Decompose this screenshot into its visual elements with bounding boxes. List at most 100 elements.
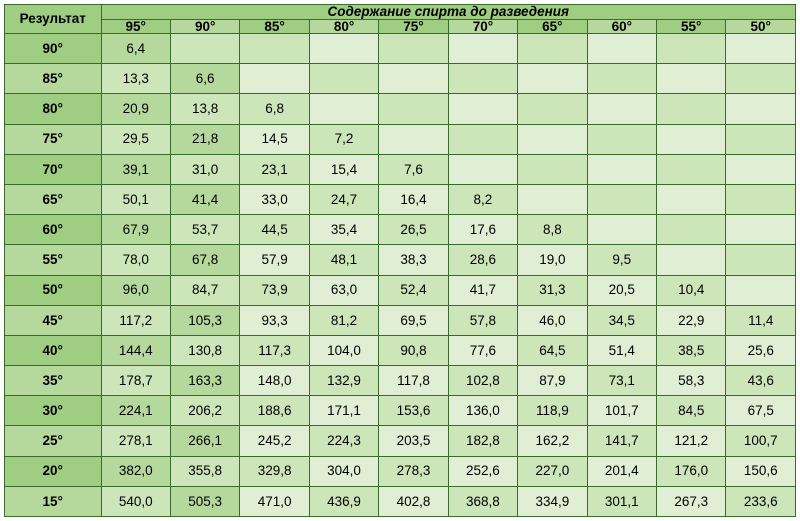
row-header: 70° [5, 154, 102, 184]
header-span-title: Содержание спирта до разведения [101, 5, 796, 20]
data-cell: 224,1 [101, 396, 170, 426]
data-cell: 355,8 [170, 456, 239, 486]
row-header: 80° [5, 94, 102, 124]
data-cell [587, 124, 656, 154]
data-cell: 23,1 [240, 154, 309, 184]
column-header: 65° [518, 19, 587, 34]
data-cell: 171,1 [309, 396, 378, 426]
data-cell [657, 215, 726, 245]
data-cell [448, 34, 517, 64]
data-cell: 436,9 [309, 486, 378, 516]
data-cell: 77,6 [448, 335, 517, 365]
data-cell [726, 124, 796, 154]
data-cell: 48,1 [309, 245, 378, 275]
row-header: 55° [5, 245, 102, 275]
table-row: 55°78,067,857,948,138,328,619,09,5 [5, 245, 796, 275]
row-header: 65° [5, 184, 102, 214]
data-cell: 267,3 [657, 486, 726, 516]
data-cell: 301,1 [587, 486, 656, 516]
table-row: 35°178,7163,3148,0132,9117,8102,887,973,… [5, 366, 796, 396]
data-cell: 278,3 [379, 456, 448, 486]
data-cell: 73,9 [240, 275, 309, 305]
data-cell: 52,4 [379, 275, 448, 305]
data-cell: 329,8 [240, 456, 309, 486]
data-cell: 67,5 [726, 396, 796, 426]
data-cell [379, 34, 448, 64]
data-cell: 402,8 [379, 486, 448, 516]
column-header: 55° [657, 19, 726, 34]
data-cell: 136,0 [448, 396, 517, 426]
data-cell: 118,9 [518, 396, 587, 426]
data-cell: 6,4 [101, 34, 170, 64]
header-result: Результат [5, 5, 102, 34]
data-cell: 252,6 [448, 456, 517, 486]
data-cell: 6,6 [170, 64, 239, 94]
data-cell: 20,9 [101, 94, 170, 124]
column-header: 50° [726, 19, 796, 34]
data-cell: 41,7 [448, 275, 517, 305]
data-cell: 201,4 [587, 456, 656, 486]
data-cell: 7,2 [309, 124, 378, 154]
data-cell: 81,2 [309, 305, 378, 335]
data-cell [657, 64, 726, 94]
data-cell: 24,7 [309, 184, 378, 214]
data-cell [448, 94, 517, 124]
data-cell: 206,2 [170, 396, 239, 426]
data-cell: 8,8 [518, 215, 587, 245]
data-cell: 8,2 [448, 184, 517, 214]
data-cell [587, 64, 656, 94]
data-cell [240, 64, 309, 94]
data-cell: 51,4 [587, 335, 656, 365]
data-cell: 57,9 [240, 245, 309, 275]
column-header: 75° [379, 19, 448, 34]
data-cell [657, 154, 726, 184]
data-cell: 304,0 [309, 456, 378, 486]
data-cell: 35,4 [309, 215, 378, 245]
table-row: 80°20,913,86,8 [5, 94, 796, 124]
table-row: 20°382,0355,8329,8304,0278,3252,6227,020… [5, 456, 796, 486]
data-cell: 17,6 [448, 215, 517, 245]
table-row: 30°224,1206,2188,6171,1153,6136,0118,910… [5, 396, 796, 426]
data-cell [518, 154, 587, 184]
dilution-table: Результат Содержание спирта до разведени… [4, 4, 796, 517]
data-cell: 26,5 [379, 215, 448, 245]
data-cell: 7,6 [379, 154, 448, 184]
data-cell [657, 34, 726, 64]
data-cell [518, 34, 587, 64]
data-cell: 150,6 [726, 456, 796, 486]
data-cell [448, 64, 517, 94]
data-cell [309, 94, 378, 124]
data-cell [657, 245, 726, 275]
data-cell: 471,0 [240, 486, 309, 516]
data-cell [587, 34, 656, 64]
data-cell: 93,3 [240, 305, 309, 335]
data-cell: 20,5 [587, 275, 656, 305]
table-row: 45°117,2105,393,381,269,557,846,034,522,… [5, 305, 796, 335]
data-cell [726, 245, 796, 275]
dilution-table-container: Результат Содержание спирта до разведени… [0, 0, 800, 521]
data-cell: 278,1 [101, 426, 170, 456]
data-cell: 178,7 [101, 366, 170, 396]
data-cell [726, 34, 796, 64]
data-cell: 96,0 [101, 275, 170, 305]
data-cell: 163,3 [170, 366, 239, 396]
data-cell: 117,2 [101, 305, 170, 335]
data-cell [726, 64, 796, 94]
data-cell: 141,7 [587, 426, 656, 456]
column-headers-row: 95°90°85°80°75°70°65°60°55°50° [5, 19, 796, 34]
data-cell: 105,3 [170, 305, 239, 335]
data-cell: 33,0 [240, 184, 309, 214]
data-cell: 14,5 [240, 124, 309, 154]
table-row: 60°67,953,744,535,426,517,68,8 [5, 215, 796, 245]
table-row: 25°278,1266,1245,2224,3203,5182,8162,214… [5, 426, 796, 456]
table-row: 40°144,4130,8117,3104,090,877,664,551,43… [5, 335, 796, 365]
data-cell: 11,4 [726, 305, 796, 335]
data-cell: 50,1 [101, 184, 170, 214]
data-cell: 78,0 [101, 245, 170, 275]
data-cell: 117,3 [240, 335, 309, 365]
data-cell: 104,0 [309, 335, 378, 365]
column-header: 70° [448, 19, 517, 34]
data-cell: 245,2 [240, 426, 309, 456]
data-cell: 15,4 [309, 154, 378, 184]
data-cell: 162,2 [518, 426, 587, 456]
